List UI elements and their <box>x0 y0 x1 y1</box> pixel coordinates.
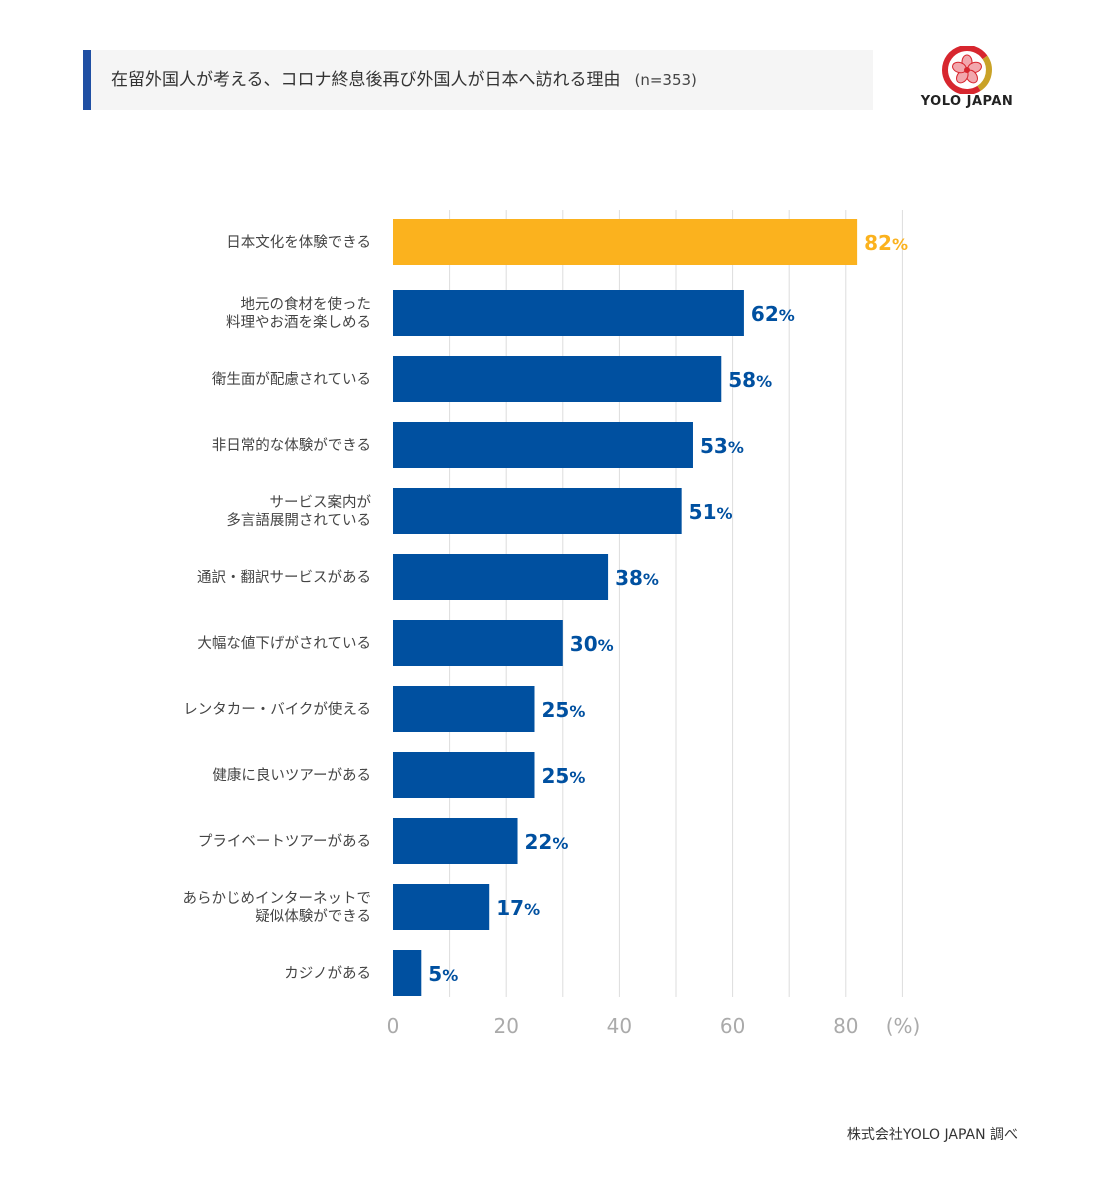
chart-title: 在留外国人が考える、コロナ終息後再び外国人が日本へ訪れる理由 (n=353) <box>111 50 697 110</box>
bar <box>393 686 535 732</box>
sample-size-note: (n=353) <box>634 71 697 89</box>
bar <box>393 554 609 600</box>
category-label: 大幅な値下げがされている <box>197 635 371 652</box>
category-label: サービス案内が多言語展開されている <box>226 493 371 529</box>
bars-layer <box>393 219 858 996</box>
value-label: 5% <box>428 962 458 986</box>
bar <box>393 950 422 996</box>
x-tick-label: 20 <box>493 1014 518 1038</box>
value-label: 25% <box>542 698 586 722</box>
value-label: 22% <box>525 830 569 854</box>
x-unit-label: (%) <box>886 1014 921 1038</box>
bar <box>393 818 518 864</box>
category-label: 通訳・翻訳サービスがある <box>197 569 371 586</box>
logo-text: YOLO JAPAN <box>920 94 1014 109</box>
category-label: あらかじめインターネットで疑似体験ができる <box>183 890 372 925</box>
bar <box>393 884 490 930</box>
value-label: 53% <box>700 434 744 458</box>
cherry-blossom-circle-icon <box>942 45 992 95</box>
value-label: 62% <box>751 302 795 326</box>
category-label: 非日常的な体験ができる <box>212 437 371 454</box>
category-label: 衛生面が配慮されている <box>212 371 371 388</box>
value-label: 38% <box>615 566 659 590</box>
category-label: 日本文化を体験できる <box>226 234 371 251</box>
value-label: 30% <box>570 632 614 656</box>
category-label: プライベートツアーがある <box>198 833 371 850</box>
value-label: 58% <box>728 368 772 392</box>
bar <box>393 290 744 336</box>
labels-layer: 82% 日本文化を体験できる 62% 地元の食材を使った料理やお酒を楽しめる 58% 衛生… <box>183 231 908 986</box>
grid-layer <box>449 210 903 997</box>
category-label: レンタカー・バイクが使える <box>183 701 371 718</box>
title-box: 在留外国人が考える、コロナ終息後再び外国人が日本へ訪れる理由 (n=353) <box>83 50 873 110</box>
bar <box>393 356 722 402</box>
bar <box>393 422 693 468</box>
bar <box>393 752 535 798</box>
source-note: 株式会社YOLO JAPAN 調べ <box>846 1127 1018 1143</box>
value-label: 25% <box>542 764 586 788</box>
category-label: 健康に良いツアーがある <box>212 767 371 784</box>
bar <box>393 219 858 265</box>
x-tick-label: 0 <box>387 1014 400 1038</box>
category-label: カジノがある <box>284 965 371 982</box>
bar <box>393 620 563 666</box>
value-label: 17% <box>496 896 540 920</box>
x-axis: 0 20 40 60 80 (%) <box>387 1014 921 1038</box>
x-tick-label: 60 <box>720 1014 745 1038</box>
chart-title-text: 在留外国人が考える、コロナ終息後再び外国人が日本へ訪れる理由 <box>111 70 621 90</box>
yolo-japan-logo: YOLO JAPAN <box>912 45 1022 116</box>
x-tick-label: 80 <box>833 1014 858 1038</box>
value-label: 51% <box>689 500 733 524</box>
x-tick-label: 40 <box>607 1014 632 1038</box>
value-label: 82% <box>864 231 908 255</box>
bar <box>393 488 682 534</box>
title-accent-bar <box>83 50 91 110</box>
category-label: 地元の食材を使った料理やお酒を楽しめる <box>226 296 371 331</box>
